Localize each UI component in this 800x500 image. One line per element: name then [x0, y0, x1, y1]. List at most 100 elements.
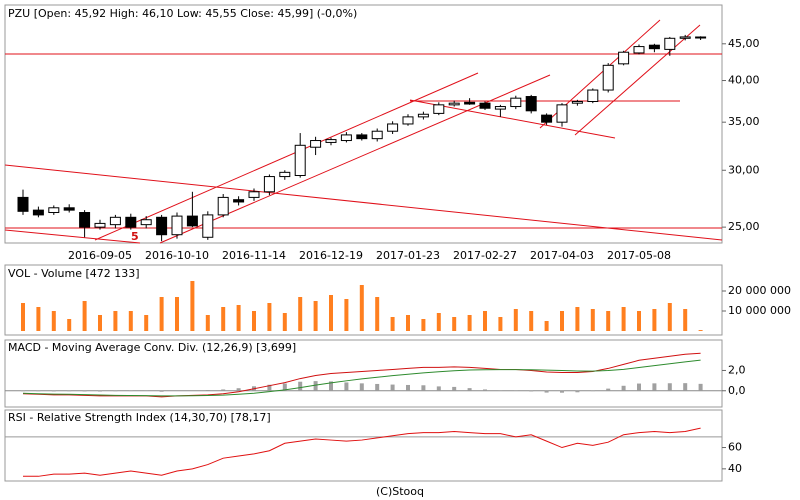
price-title: PZU [Open: 45,92 High: 46,10 Low: 45,55 … [8, 7, 357, 20]
volume-bar [667, 303, 672, 331]
volume-bar [529, 311, 534, 331]
y-tick-label: 30,00 [728, 163, 760, 176]
volume-bar [329, 295, 333, 331]
candle-body [664, 37, 676, 50]
volume-bar [621, 307, 626, 331]
histogram-bar [406, 384, 410, 391]
volume-bar [159, 297, 164, 331]
histogram-bar [267, 384, 272, 391]
histogram-bar [329, 381, 333, 391]
volume-bar [436, 313, 441, 331]
candle-body [402, 116, 414, 125]
candle-body [679, 36, 691, 39]
histogram-bar [483, 389, 487, 391]
rsi-line [23, 427, 701, 477]
candle-body [340, 134, 352, 142]
histogram-bar [205, 390, 210, 391]
histogram-bar [282, 383, 287, 391]
volume-bar [267, 303, 272, 331]
y-tick-label: 40,00 [728, 74, 760, 87]
x-tick-label: 2016-11-14 [222, 249, 286, 262]
volume-bar [221, 307, 226, 331]
volume-bar [67, 319, 72, 331]
volume-bar [236, 305, 241, 331]
x-tick-label: 2016-09-05 [68, 249, 132, 262]
x-tick-label: 2017-05-08 [607, 249, 671, 262]
candle-body [202, 214, 214, 238]
x-tick-label: 2017-02-27 [453, 249, 517, 262]
histogram-bar [98, 390, 102, 392]
histogram-bar [390, 384, 395, 391]
macd-title: MACD - Moving Average Conv. Div. (12,26,… [8, 341, 296, 354]
volume-bar [375, 297, 380, 331]
histogram-bar [637, 383, 641, 391]
histogram-bar [359, 383, 364, 391]
x-tick-label: 2017-04-03 [530, 249, 594, 262]
macd-line [22, 359, 701, 397]
volume-bar [36, 307, 41, 331]
volume-bar [575, 307, 580, 331]
histogram-bar [344, 382, 349, 391]
candle-body [125, 216, 137, 228]
volume-bar [637, 311, 641, 331]
credit: (C)Stooq [376, 485, 424, 498]
candle-body [510, 97, 522, 108]
histogram-bar [683, 383, 688, 391]
volume-bar [128, 311, 133, 331]
rsi-title: RSI - Relative Strength Index (14,30,70)… [8, 411, 271, 424]
candle-body [387, 123, 399, 132]
candle-body [633, 46, 645, 54]
candle-body [63, 207, 75, 211]
candle-body [17, 196, 29, 212]
volume-bar [683, 309, 688, 331]
volume-title: VOL - Volume [472 133] [8, 267, 140, 280]
histogram-bar [652, 383, 657, 391]
candle-body [464, 101, 476, 105]
y-tick-label: 0,0 [728, 384, 746, 397]
candle-body [417, 113, 429, 118]
candle-body [618, 51, 630, 65]
volume-bar [282, 313, 287, 331]
histogram-bar [298, 381, 303, 391]
histogram-bar [51, 390, 56, 392]
volume-bar [467, 315, 472, 331]
volume-bar [406, 315, 410, 331]
volume-bar [344, 299, 349, 331]
candle-body [648, 44, 660, 50]
histogram-bar [667, 383, 672, 391]
candle-body [217, 196, 229, 216]
volume-bar [513, 309, 518, 331]
histogram-bar [36, 390, 41, 392]
volume-bar [51, 311, 56, 331]
histogram-bar [575, 390, 580, 393]
volume-bar [113, 311, 118, 331]
y-tick-label: 60 [728, 441, 742, 454]
candle-body [248, 191, 260, 198]
x-tick-label: 2017-01-23 [376, 249, 440, 262]
volume-bar [498, 317, 503, 331]
candle-body [448, 102, 460, 106]
candle-body [263, 176, 275, 193]
histogram-bar [159, 390, 164, 392]
candle-body [587, 89, 599, 102]
candle-body [695, 36, 707, 39]
candle-body [356, 134, 368, 140]
candle-body [140, 219, 152, 226]
volume-bar [544, 321, 549, 331]
volume-bar [390, 317, 395, 331]
volume-bar [452, 317, 457, 331]
candle-body [541, 114, 553, 123]
histogram-bar [313, 381, 318, 391]
volume-bar [698, 330, 703, 331]
volume-bar [560, 311, 564, 331]
y-tick-label: 10 000 000 [728, 304, 791, 317]
volume-bar [359, 285, 364, 331]
histogram-bar [529, 390, 534, 392]
volume-bar [175, 297, 179, 331]
histogram-bar [452, 386, 457, 391]
y-tick-label: 20 000 000 [728, 284, 791, 297]
histogram-bar [236, 388, 241, 391]
candle-body [325, 139, 337, 143]
volume-bar [98, 315, 102, 331]
